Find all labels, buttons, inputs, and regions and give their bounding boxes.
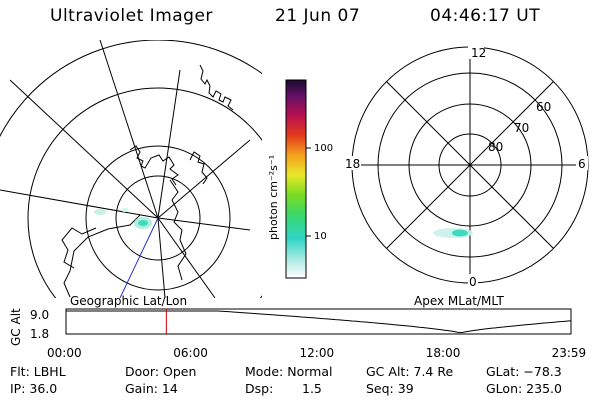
mlt-label-top: 12	[471, 46, 486, 60]
mag-panel-caption: Apex MLat/MLT	[414, 294, 504, 308]
aurora-emission	[94, 208, 152, 229]
status-dsp-label: Dsp:	[245, 381, 274, 396]
orbit-plot-frame	[65, 308, 572, 335]
status-gain: Gain: 14	[125, 381, 178, 396]
colorbar-tick-label-10: 10	[314, 231, 327, 242]
orbit-x-tick-label: 12:00	[300, 346, 335, 360]
colorbar-unit-label: photon cm⁻²s⁻¹	[267, 155, 280, 240]
altitude-curve	[66, 310, 572, 334]
mlat-label-60: 60	[536, 100, 551, 114]
geo-meridian-1	[157, 69, 181, 219]
status-dsp-value: 1.5	[302, 381, 322, 396]
orbit-x-tick-label: 00:00	[47, 346, 82, 360]
geo-meridian-3	[157, 217, 251, 231]
colorbar-tick-label-100: 100	[314, 143, 333, 154]
geo-lat-circle-1	[115, 175, 201, 261]
status-glat: GLat: −78.3	[486, 364, 562, 379]
observation-time: 04:46:17 UT	[430, 6, 541, 26]
geo-meridian-6	[0, 189, 159, 219]
orbit-x-tick-label: 06:00	[173, 346, 208, 360]
status-ip: IP: 36.0	[10, 381, 58, 396]
geo-meridian-4	[157, 217, 216, 298]
orbit-y-tick-top: 9.0	[30, 308, 49, 322]
orbit-altitude-plot: GC Alt 9.0 1.8 00:00 06:00 12:00 18:00 23:59	[9, 308, 586, 360]
geo-terminator-line	[119, 217, 159, 298]
geo-meridian-5	[157, 217, 166, 298]
geo-lat-circle-3	[27, 87, 262, 298]
geo-panel-caption: Geographic Lat/Lon	[70, 294, 188, 308]
mlat-label-80: 80	[488, 140, 503, 154]
orbit-x-tick-label: 23:59	[552, 346, 587, 360]
orbit-y-label: GC Alt	[9, 308, 23, 346]
magnetic-polar-panel: 12 0 18 6 60 70 80	[343, 46, 589, 289]
mlat-label-70: 70	[514, 121, 529, 135]
status-seq: Seq: 39	[366, 381, 414, 396]
geo-lat-circle-2	[85, 145, 231, 291]
orbit-x-tick-label: 18:00	[426, 346, 461, 360]
orbit-x-ticks: 00:00 06:00 12:00 18:00 23:59	[47, 346, 586, 360]
colorbar-gradient	[285, 79, 307, 279]
mag-aurora-emission	[433, 228, 473, 238]
mlt-label-right: 6	[578, 157, 586, 171]
geo-meridian-8	[99, 40, 159, 219]
geo-meridian-2	[157, 139, 251, 219]
status-glon: GLon: 235.0	[486, 381, 562, 396]
status-door: Door: Open	[125, 364, 197, 379]
observation-date: 21 Jun 07	[275, 6, 361, 26]
status-filter: Flt: LBHL	[10, 364, 66, 379]
geo-outer-circle	[0, 40, 262, 138]
coastline-outline	[61, 64, 234, 298]
orbit-y-tick-bottom: 1.8	[30, 327, 49, 341]
instrument-title: Ultraviolet Imager	[50, 6, 213, 26]
geographic-map-panel	[0, 40, 262, 298]
geo-meridian-7	[9, 79, 159, 219]
status-gc-alt: GC Alt: 7.4 Re	[366, 364, 454, 379]
mlt-label-left: 18	[345, 157, 360, 171]
status-mode: Mode: Normal	[245, 364, 333, 379]
mlt-axis-diag-2	[386, 81, 554, 249]
mlt-label-bottom: 0	[469, 275, 477, 289]
colorbar-panel: 100 10 photon cm⁻²s⁻¹	[262, 70, 342, 290]
